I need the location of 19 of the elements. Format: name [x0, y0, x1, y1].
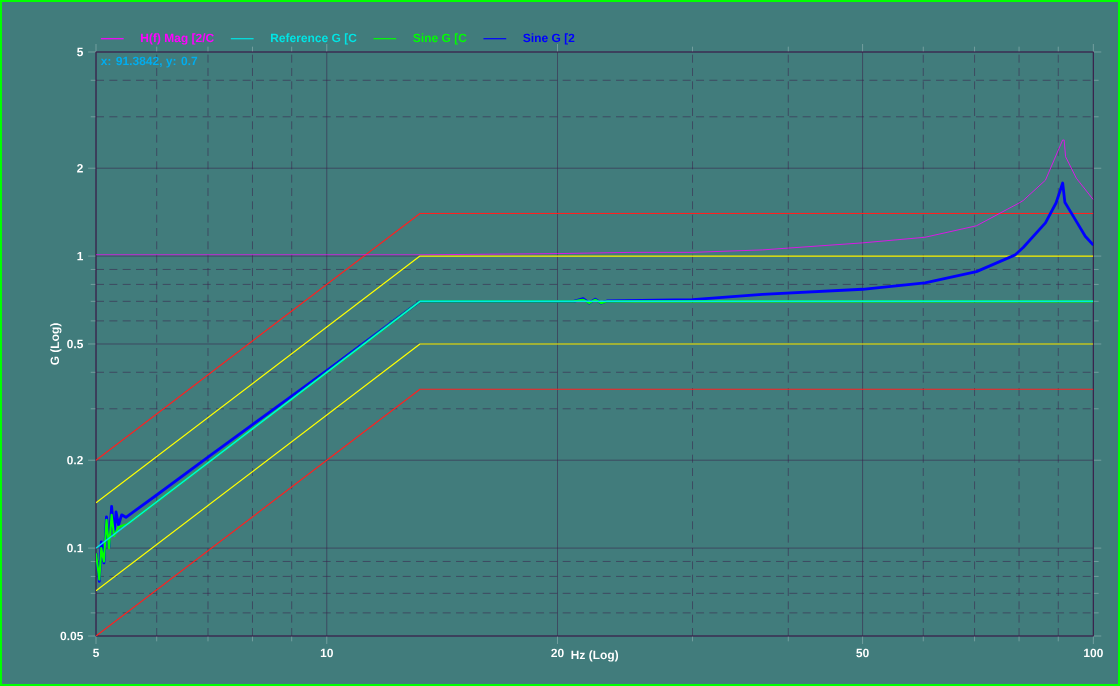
x-tick-label: 5	[93, 648, 100, 658]
x-tick-label: 100	[1084, 648, 1103, 658]
y-tick-label: 5	[77, 47, 84, 57]
y-axis-title: G (Log)	[50, 323, 62, 365]
y-tick-label: 0.2	[67, 455, 83, 465]
y-tick-label: 0.1	[67, 543, 84, 553]
legend-label: Sine G [2	[523, 33, 575, 45]
x-tick-label: 50	[856, 648, 869, 658]
legend-label: Sine G [C	[413, 33, 467, 45]
x-tick-label: 20	[551, 648, 564, 658]
x-tick-label: 10	[320, 648, 333, 658]
x-axis-title: Hz (Log)	[571, 650, 619, 662]
y-tick-label: 2	[77, 164, 83, 173]
legend-label: Reference G [C	[270, 33, 357, 45]
y-tick-label: 0.05	[60, 631, 84, 641]
legend-label: H(f) Mag [2/C	[141, 33, 214, 45]
y-tick-label: 1	[77, 251, 84, 261]
annotation: x: 91.3842, y: 0.7	[100, 56, 198, 68]
y-tick-label: 0.5	[67, 339, 84, 349]
